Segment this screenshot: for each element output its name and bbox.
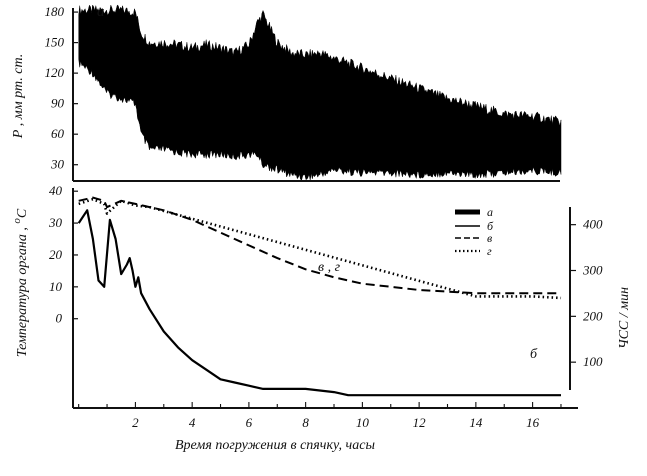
legend-label-g: г (487, 244, 492, 258)
legend-label-v: в (487, 231, 492, 245)
pressure-band (78, 4, 562, 181)
top-y-tick-label: 90 (51, 96, 65, 111)
bottom-y-axis-title-text: Температура органа , (15, 224, 30, 358)
series-line-dotted (78, 197, 562, 300)
bottom-y-tick-label: 0 (56, 311, 63, 326)
x-tick-label: 4 (189, 415, 196, 430)
series-line-solid (77, 209, 561, 397)
x-tick-label: 16 (526, 415, 540, 430)
top-y-tick-label: 30 (50, 157, 65, 172)
pressure-band-area (78, 4, 562, 181)
series-line-dashed (78, 196, 561, 295)
bottom-y-axis-title-sub: С (15, 208, 30, 218)
x-tick-label: 10 (356, 415, 370, 430)
bottom-y-tick-label: 40 (49, 183, 63, 198)
bottom-y-tick-label: 20 (49, 247, 63, 262)
legend-label-b: б (487, 219, 494, 233)
top-y-axis-title: Р , мм рт. ст. (11, 54, 26, 140)
bottom-right-y-ticks: 400 300 200 100 (570, 217, 603, 369)
x-tick-label: 8 (302, 415, 309, 430)
top-y-tick-label: 120 (45, 65, 65, 80)
top-y-tick-label: 60 (51, 126, 65, 141)
bottom-y-axis-title-sup: о (11, 218, 23, 224)
top-y-ticks: 180 150 120 90 60 30 (45, 4, 78, 172)
right-y-tick-label: 400 (583, 217, 603, 232)
annotation-b: б (530, 347, 538, 362)
top-panel-pressure: 180 150 120 90 60 30 а Р , мм рт. ст. (11, 4, 562, 182)
legend-label-a: а (487, 205, 493, 219)
right-y-tick-label: 100 (583, 354, 603, 369)
x-tick-label: 12 (413, 415, 427, 430)
top-y-tick-label: 180 (45, 4, 65, 19)
right-y-tick-label: 200 (583, 308, 603, 323)
legend: а б в г (455, 205, 494, 258)
x-tick-label: 2 (132, 415, 139, 430)
annotation-v-g: в , г (318, 260, 341, 275)
x-tick-label: 6 (246, 415, 253, 430)
top-y-tick-label: 150 (45, 35, 65, 50)
bottom-y-tick-label: 10 (49, 279, 63, 294)
x-tick-label: 14 (469, 415, 483, 430)
bottom-y-axis-title: Температура органа , оС (11, 208, 30, 357)
bottom-x-ticks: 2 4 6 8 10 12 14 16 (78, 402, 562, 430)
right-y-tick-label: 300 (582, 263, 603, 278)
bottom-y-ticks: 40 30 20 10 0 (48, 183, 78, 326)
right-y-axis-title: ЧСС / мин (617, 287, 632, 349)
x-axis-title: Время погружения в спячку, часы (175, 438, 375, 453)
bottom-y-tick-label: 30 (48, 215, 63, 230)
bottom-series (77, 196, 562, 397)
panel-label-a: а (97, 4, 105, 20)
